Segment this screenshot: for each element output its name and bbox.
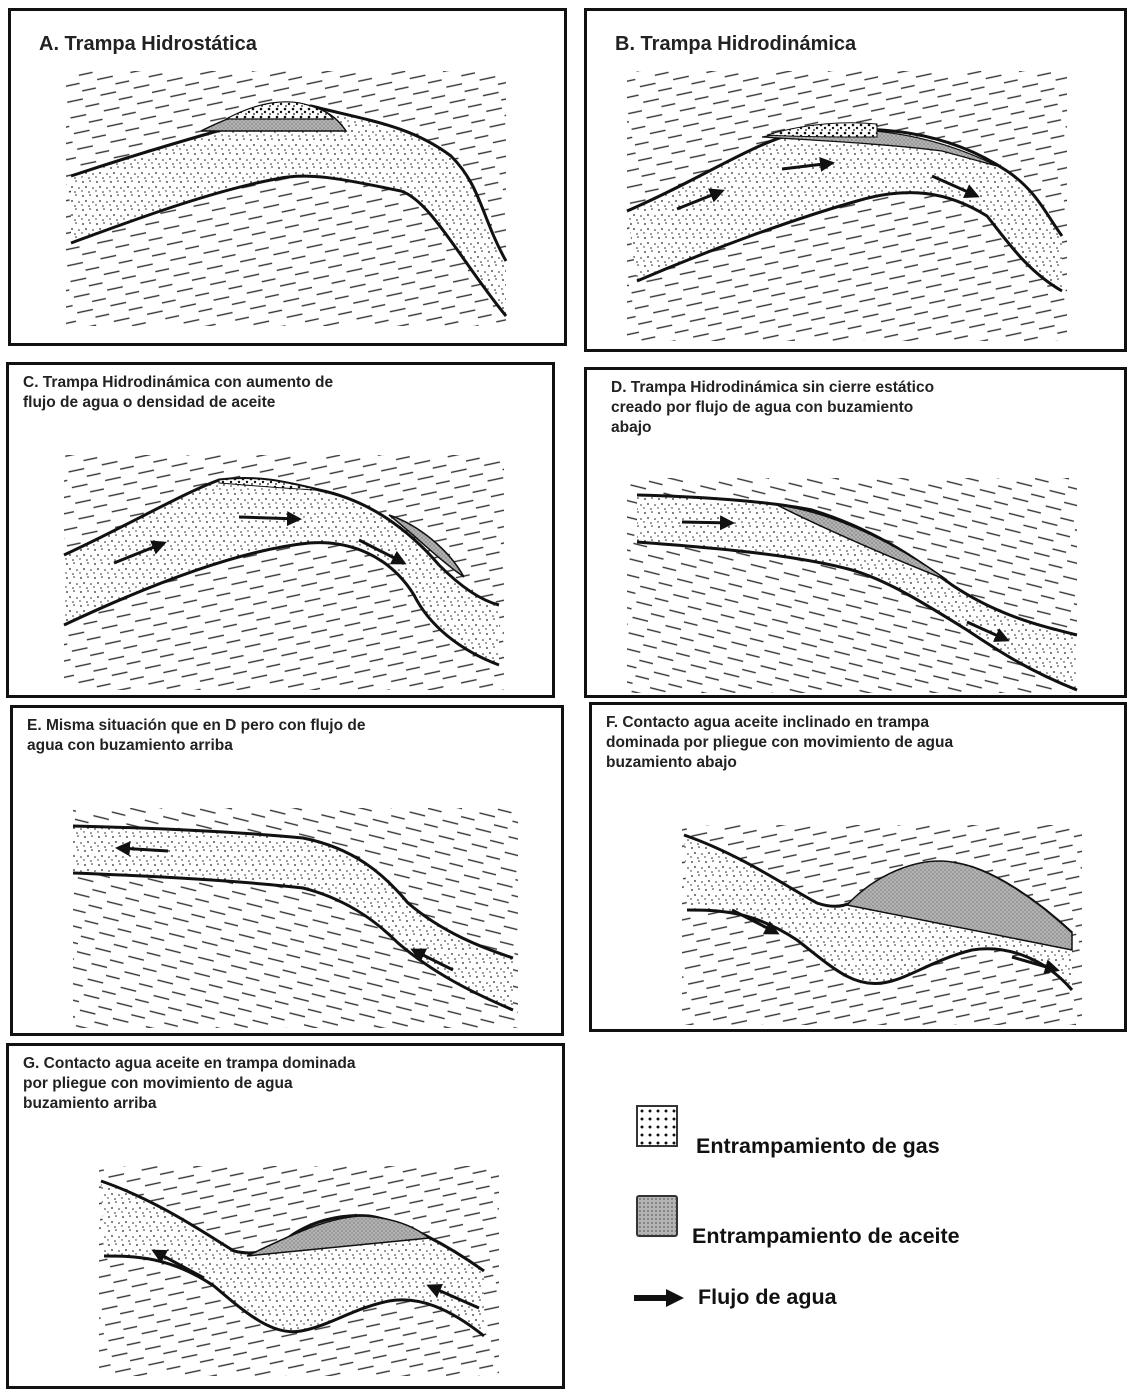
panel-e-updip-water-flow: E. Misma situación que en D pero con flu… [10,705,564,1036]
panel-a-diagram [66,71,508,326]
legend-water: Flujo de agua [632,1285,837,1310]
arrow-right-icon [634,1288,684,1307]
reservoir-base [72,871,514,1012]
water-flow-arrow [1011,955,1060,974]
water-flow-arrow [151,1249,205,1280]
water-flow-arrow [781,156,835,172]
panel-c-diagram [63,455,504,690]
reservoir-base [63,541,500,667]
water-flow-arrow [238,511,302,527]
water-flow-arrow [113,540,167,565]
panel-f-diagram [682,825,1082,1025]
panel-d-diagram [627,478,1078,693]
water-flow-arrow [676,188,725,211]
reservoir-top [626,127,1064,237]
reservoir-base [70,174,508,317]
panel-e-title: E. Misma situación que en D pero con flu… [27,717,366,755]
reservoir-sand [64,478,499,665]
reservoir-base [636,540,1078,692]
legend-water-label: Flujo de agua [698,1285,837,1309]
panel-c-hydrodynamic-trap-increased-flow: C. Trampa Hidrodinámica con aumento de f… [6,362,555,698]
water-flow-arrow [410,948,454,972]
gas-cap [225,101,335,120]
legend-gas: Entrampamiento de gas [636,1105,940,1158]
reservoir-sand [627,129,1062,291]
oil-accumulation [246,1215,431,1257]
oil-accumulation [388,514,465,578]
water-flow-arrow [681,515,735,531]
reservoir-base [103,1254,485,1338]
legend-oil-label: Entrampamiento de aceite [692,1224,960,1248]
gray-swatch-icon [636,1195,678,1237]
water-flow-arrow [966,620,1010,642]
reservoir-top [72,824,514,960]
reservoir-sand [637,495,1077,690]
panel-c-title: C. Trampa Hidrodinámica con aumento de f… [23,374,334,412]
panel-g-owc-updip: G. Contacto agua aceite en trampa domina… [6,1043,565,1389]
panel-g-diagram [99,1166,499,1376]
reservoir-sand [71,106,506,316]
panel-f-tilted-owc-downdip: F. Contacto agua aceite inclinado en tra… [589,702,1127,1032]
panel-d-title: D. Trampa Hidrodinámica sin cierre estát… [611,379,935,437]
reservoir-sand [73,826,513,1010]
legend-gas-label: Entrampamiento de gas [696,1134,940,1158]
gas-cap [766,122,878,138]
legend-oil: Entrampamiento de aceite [636,1195,960,1248]
gas-cap [218,477,320,491]
water-flow-arrow [731,908,780,935]
panel-a-hydrostatic-trap: A. Trampa Hidrostática [8,8,567,346]
water-flow-arrow [358,538,407,565]
panel-b-diagram [626,71,1067,341]
panel-f-title: F. Contacto agua aceite inclinado en tra… [606,714,954,772]
reservoir-base [636,191,1063,293]
panel-e-diagram [72,808,518,1028]
water-flow-arrow [931,174,980,198]
panel-g-title: G. Contacto agua aceite en trampa domina… [23,1055,356,1113]
reservoir-base [686,908,1074,991]
oil-accumulation [776,504,948,581]
panel-a-title: A. Trampa Hidrostática [39,33,257,55]
water-flow-arrow [426,1283,480,1310]
panel-b-hydrodynamic-trap: B. Trampa Hidrodinámica [584,8,1127,352]
reservoir-sand [101,1181,484,1336]
panel-b-title: B. Trampa Hidrodinámica [615,33,857,55]
dotted-swatch-icon [636,1105,678,1147]
water-flow-arrow [115,841,169,857]
panel-d-hydrodynamic-no-static-closure: D. Trampa Hidrodinámica sin cierre estát… [584,367,1127,698]
oil-accumulation [845,860,1073,951]
reservoir-top [70,104,508,262]
